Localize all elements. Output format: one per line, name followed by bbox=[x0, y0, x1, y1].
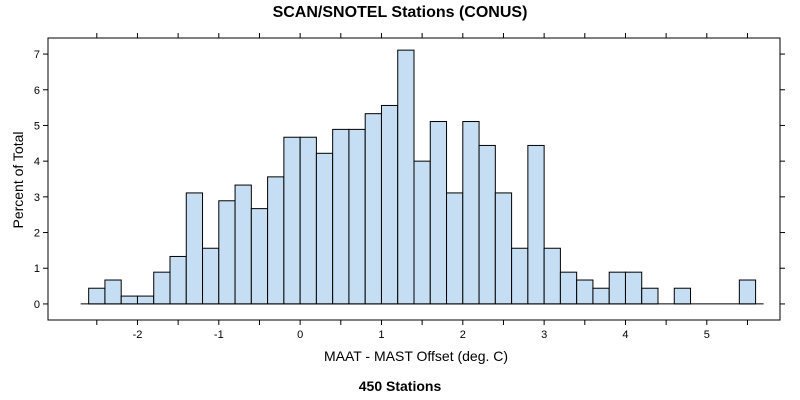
histogram-bar bbox=[202, 247, 220, 305]
histogram-bar bbox=[462, 121, 480, 305]
histogram-bar bbox=[169, 255, 187, 305]
histogram-bar bbox=[88, 287, 106, 305]
plot-frame bbox=[47, 37, 781, 321]
histogram-bar bbox=[494, 192, 513, 305]
x-axis-ticks: -2 -1 0 1 2 3 4 5 bbox=[96, 33, 748, 341]
histogram-bar bbox=[673, 287, 692, 305]
histogram-bar bbox=[543, 247, 561, 305]
histogram-bars bbox=[88, 49, 757, 305]
y-tick-label: 7 bbox=[34, 49, 40, 61]
histogram-bar bbox=[234, 184, 252, 305]
x-tick-label: -2 bbox=[133, 329, 143, 341]
y-tick-label: 3 bbox=[34, 192, 40, 204]
histogram-bar bbox=[136, 295, 155, 305]
histogram-bar bbox=[153, 271, 171, 305]
histogram-bar bbox=[738, 279, 757, 305]
histogram-bar bbox=[185, 192, 204, 305]
x-tick-label: 3 bbox=[541, 329, 547, 341]
x-tick-label: 5 bbox=[704, 329, 710, 341]
histogram-bar bbox=[478, 144, 496, 305]
histogram-bar bbox=[104, 279, 122, 305]
histogram-bar bbox=[446, 192, 464, 305]
y-axis-label: Percent of Total bbox=[10, 131, 26, 228]
histogram-bar bbox=[641, 287, 659, 305]
histogram-bar bbox=[559, 271, 578, 305]
histogram-bar bbox=[380, 104, 399, 305]
x-tick-label: -1 bbox=[214, 329, 224, 341]
histogram-bar bbox=[267, 176, 285, 305]
histogram-bar bbox=[608, 271, 626, 305]
histogram-bar bbox=[315, 152, 334, 305]
y-tick-label: 0 bbox=[34, 299, 40, 311]
x-axis-label: MAAT - MAST Offset (deg. C) bbox=[324, 348, 508, 364]
x-tick-label: 4 bbox=[622, 329, 628, 341]
histogram-bar bbox=[364, 113, 382, 305]
histogram-bar bbox=[397, 49, 415, 305]
histogram-bar bbox=[348, 128, 366, 305]
histogram-bar bbox=[413, 160, 431, 305]
y-tick-label: 2 bbox=[34, 228, 40, 240]
histogram-bar bbox=[592, 287, 610, 305]
histogram-bar bbox=[332, 128, 350, 305]
station-count-note: 450 Stations bbox=[358, 378, 442, 394]
histogram-bar bbox=[511, 247, 529, 305]
y-tick-label: 1 bbox=[34, 263, 40, 275]
histogram-bar bbox=[120, 295, 138, 305]
histogram-bar bbox=[429, 121, 448, 305]
histogram-bar bbox=[250, 208, 269, 305]
chart-title: SCAN/SNOTEL Stations (CONUS) bbox=[272, 4, 528, 21]
histogram-bar bbox=[624, 271, 643, 305]
x-tick-label: 2 bbox=[460, 329, 466, 341]
y-tick-label: 5 bbox=[34, 120, 40, 132]
y-tick-label: 4 bbox=[34, 156, 40, 168]
x-tick-label: 0 bbox=[297, 329, 303, 341]
histogram-bar bbox=[299, 136, 317, 305]
y-axis-ticks: 0 1 2 3 4 5 6 7 bbox=[34, 49, 785, 311]
x-tick-label: 1 bbox=[378, 329, 384, 341]
histogram-bar bbox=[576, 279, 594, 305]
y-tick-label: 6 bbox=[34, 85, 40, 97]
histogram-bar bbox=[283, 136, 301, 305]
histogram-bar bbox=[527, 144, 545, 305]
histogram-bar bbox=[218, 200, 236, 305]
